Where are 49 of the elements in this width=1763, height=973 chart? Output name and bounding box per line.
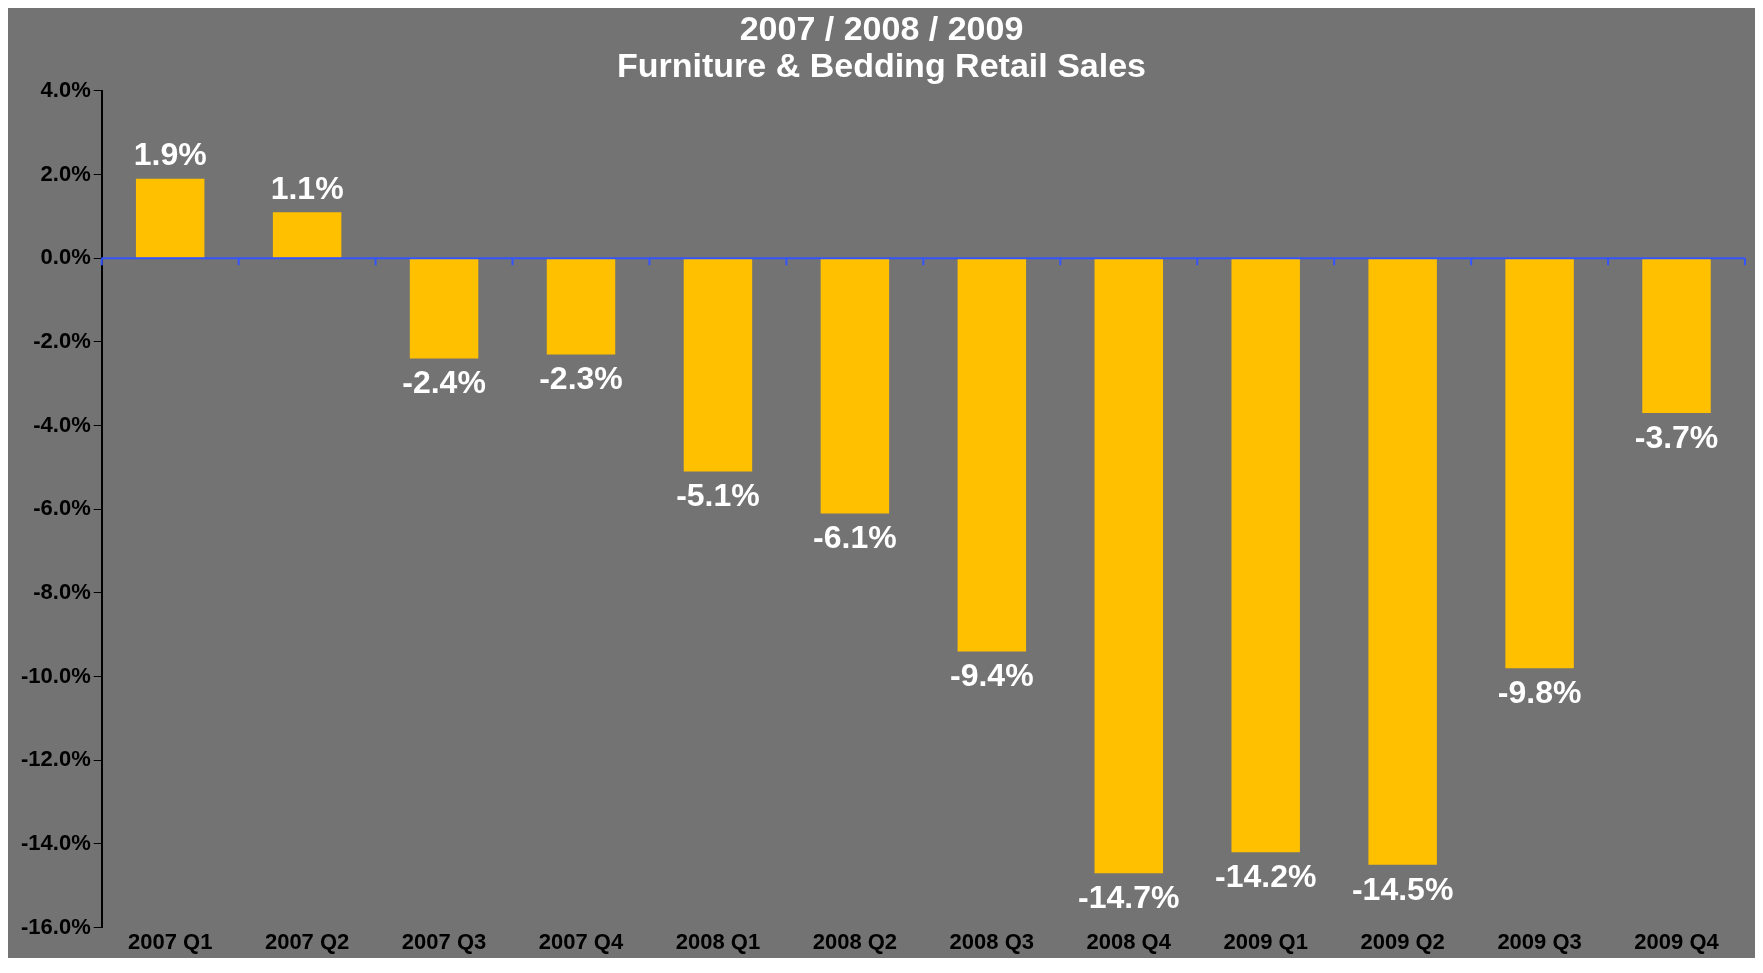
data-label: -14.7%: [1078, 879, 1180, 916]
bar: [272, 212, 342, 258]
chart-title: 2007 / 2008 / 2009: [739, 9, 1024, 48]
bar: [683, 258, 753, 472]
x-tick-label: 2009 Q2: [1360, 928, 1445, 954]
bar: [1368, 258, 1437, 865]
y-tick-label: 4.0%: [40, 76, 91, 102]
data-label: 1.1%: [270, 169, 344, 206]
x-tick-label: 2007 Q1: [127, 928, 213, 954]
y-tick-label: -14.0%: [20, 829, 91, 855]
y-tick-label: -12.0%: [20, 746, 91, 772]
x-tick-label: 2009 Q3: [1497, 928, 1582, 954]
data-label: -2.3%: [539, 360, 623, 397]
x-tick-label: 2007 Q2: [264, 928, 350, 954]
data-label: -3.7%: [1634, 418, 1719, 455]
data-label: -14.5%: [1351, 870, 1454, 907]
bar: [1231, 258, 1300, 853]
data-label: -9.4%: [950, 657, 1034, 694]
bar: [1094, 258, 1163, 874]
y-tick-label: -8.0%: [33, 578, 91, 604]
bar: [820, 258, 890, 514]
y-tick-label: 0.0%: [40, 244, 91, 270]
bar: [546, 258, 616, 355]
x-tick-label: 2008 Q2: [812, 928, 898, 954]
y-tick-label: 2.0%: [40, 160, 91, 186]
bar: [957, 258, 1027, 652]
x-tick-label: 2007 Q3: [401, 928, 487, 954]
y-tick-label: -2.0%: [33, 327, 91, 353]
chart-subtitle: Furniture & Bedding Retail Sales: [617, 46, 1146, 85]
bar: [135, 178, 205, 258]
x-tick-label: 2007 Q4: [538, 928, 624, 954]
x-tick-label: 2009 Q4: [1634, 928, 1720, 954]
x-tick-label: 2008 Q4: [1086, 928, 1172, 954]
bar: [409, 258, 479, 359]
x-tick-label: 2008 Q3: [949, 928, 1035, 954]
x-tick-label: 2008 Q1: [675, 928, 761, 954]
y-tick-label: -6.0%: [33, 495, 91, 521]
data-label: -9.8%: [1497, 674, 1582, 711]
data-label: -2.4%: [402, 364, 486, 401]
data-label: 1.9%: [133, 136, 207, 173]
y-tick-label: -16.0%: [20, 913, 91, 939]
y-tick-label: -4.0%: [33, 411, 91, 437]
bar: [1642, 258, 1711, 413]
bar: [1505, 258, 1574, 669]
data-label: -6.1%: [813, 519, 897, 556]
data-label: -5.1%: [676, 477, 760, 514]
y-tick-label: -10.0%: [20, 662, 91, 688]
data-label: -14.2%: [1215, 858, 1317, 895]
x-tick-label: 2009 Q1: [1223, 928, 1308, 954]
